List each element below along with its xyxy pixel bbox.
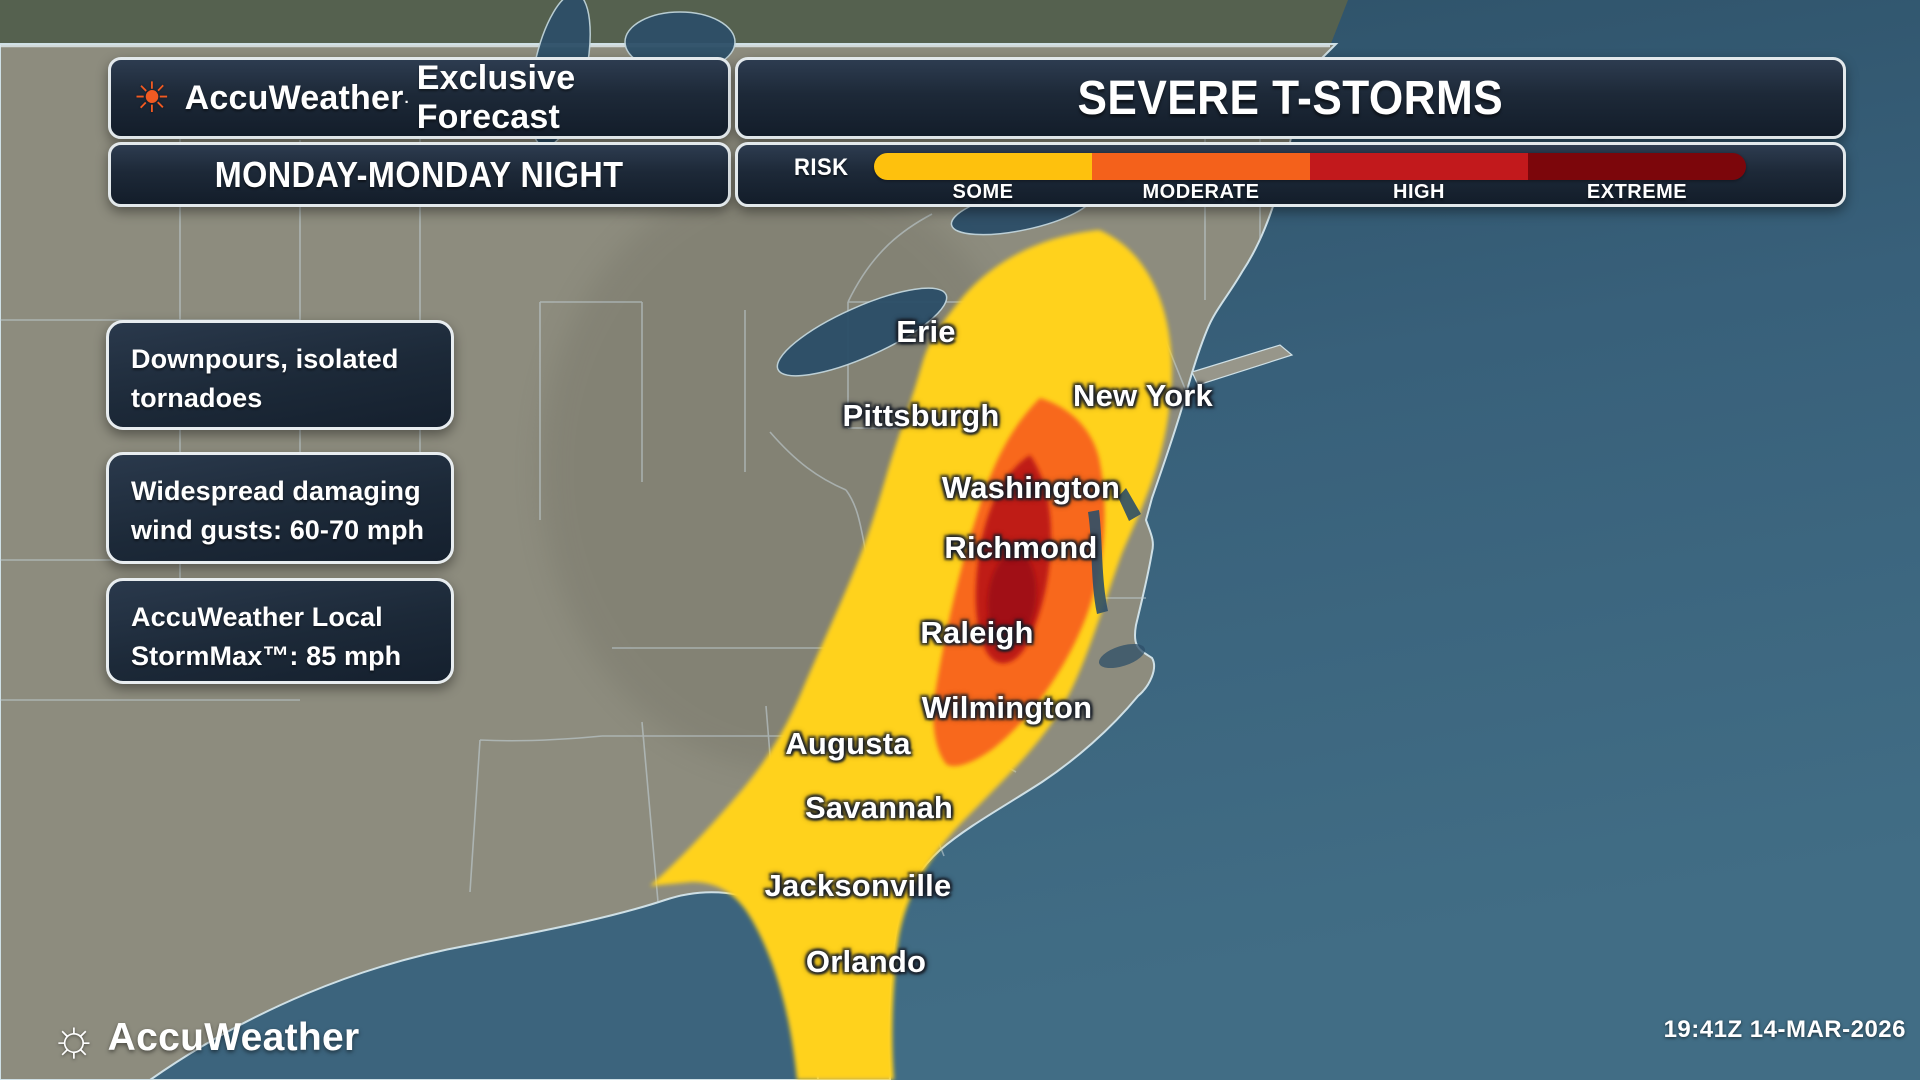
risk-name-extreme: EXTREME [1586,181,1688,203]
brand-name: AccuWeather [184,78,404,117]
risk-level-names: SOME MODERATE HIGH EXTREME [874,181,1746,204]
pamlico-sound [1098,643,1146,669]
callout-line: StormMax™: 85 mph [131,641,402,671]
callout-downpours-tornadoes: Downpours, isolated tornadoes [106,320,454,430]
risk-name-high: HIGH [1393,181,1445,203]
risk-legend-row: RISK [738,153,1843,181]
callout-line: AccuWeather Local [131,602,383,632]
callout-line: tornadoes [131,383,263,413]
brand-trademark-dot: . [404,89,409,107]
headline-panel: SEVERE T-STORMS [735,57,1846,139]
brand-header-panel: ☀ AccuWeather . Exclusive Forecast [108,57,731,139]
long-island [1191,344,1294,386]
risk-segment-extreme [1528,153,1746,180]
timeframe-label: MONDAY-MONDAY NIGHT [215,153,624,195]
footer-brand: ☼ AccuWeather [50,1012,360,1064]
exclusive-forecast-label: Exclusive Forecast [416,59,576,136]
accuweather-sun-icon: ☀ [133,74,171,121]
callout-wind-gusts: Widespread damaging wind gusts: 60-70 mp… [106,452,454,564]
risk-gradient-bar [874,153,1746,180]
callout-line: Downpours, isolated [131,344,399,374]
risk-name-some: SOME [952,181,1014,203]
risk-segment-high [1310,153,1528,180]
risk-segment-some [874,153,1092,180]
callout-line: Widespread damaging [131,476,421,506]
risk-label: RISK [794,154,849,181]
risk-area-high-core [987,552,1037,644]
callout-stormmax: AccuWeather Local StormMax™: 85 mph [106,578,454,684]
callout-line: wind gusts: 60-70 mph [131,515,425,545]
risk-legend-panel: RISK SOME MODERATE HIGH EXTREME [735,142,1846,207]
risk-name-moderate: MODERATE [1142,181,1260,203]
footer-brand-name: AccuWeather [107,1016,360,1059]
timeframe-panel: MONDAY-MONDAY NIGHT [108,142,731,207]
accuweather-outline-sun-icon: ☼ [50,1009,98,1067]
headline-title: SEVERE T-STORMS [1077,71,1504,125]
issue-timestamp: 19:41Z 14-MAR-2026 [1663,1016,1906,1043]
risk-segment-moderate [1092,153,1310,180]
chesapeake-bay [1088,510,1108,614]
lake-erie [776,287,948,377]
delaware-bay [1118,488,1141,521]
